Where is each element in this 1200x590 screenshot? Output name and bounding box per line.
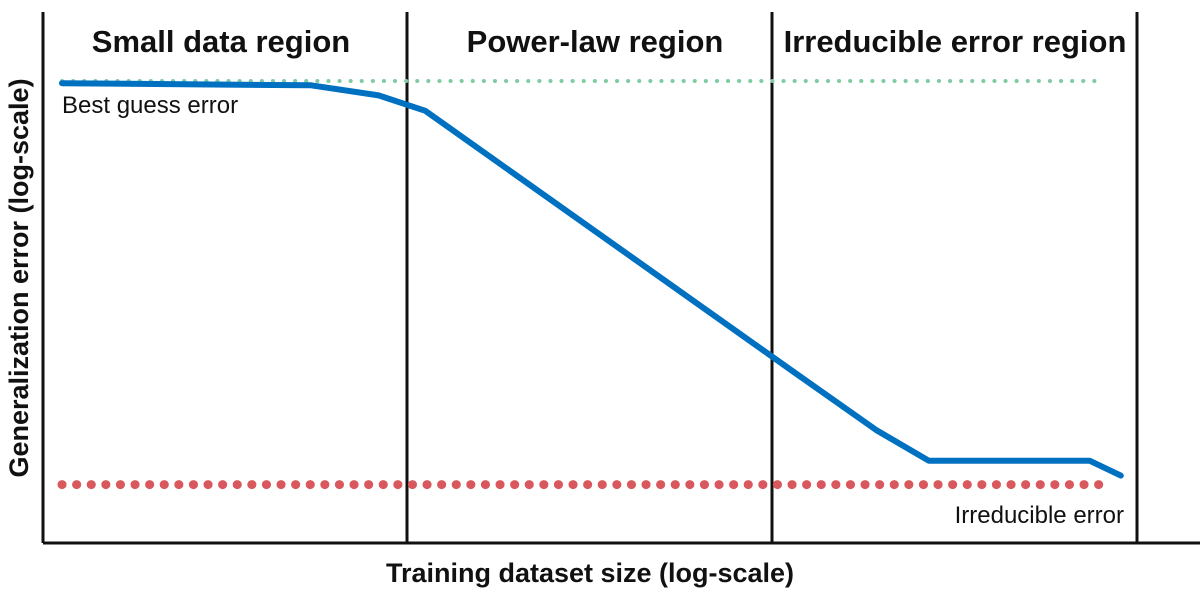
region-label-power-law: Power-law region: [467, 24, 724, 59]
generalization-error-curve: [59, 80, 1124, 479]
region-label-small-data: Small data region: [92, 24, 350, 59]
x-axis-label: Training dataset size (log-scale): [386, 558, 794, 588]
best-guess-error-label: Best guess error: [62, 92, 238, 119]
y-axis-label: Generalization error (log-scale): [4, 78, 34, 477]
irreducible-error-label: Irreducible error: [955, 502, 1124, 529]
region-label-irreducible-error: Irreducible error region: [784, 24, 1127, 59]
